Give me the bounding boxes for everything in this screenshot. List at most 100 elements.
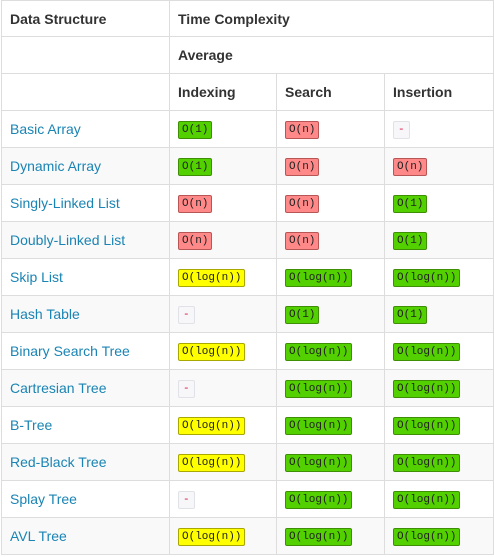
data-structure-link[interactable]: Red-Black Tree	[10, 454, 107, 470]
data-structure-cell: Binary Search Tree	[1, 332, 170, 370]
indexing-cell: O(n)	[169, 221, 277, 259]
complexity-badge: O(1)	[393, 232, 428, 250]
complexity-badge: O(log(n))	[393, 491, 461, 509]
complexity-badge: O(log(n))	[393, 454, 461, 472]
table-header: Data Structure Time Complexity Average I…	[1, 0, 494, 111]
complexity-badge: O(log(n))	[178, 343, 246, 361]
indexing-cell: O(log(n))	[169, 332, 277, 370]
complexity-badge: O(log(n))	[285, 269, 353, 287]
indexing-cell: O(log(n))	[169, 406, 277, 444]
search-cell: O(log(n))	[276, 443, 385, 481]
search-cell: O(log(n))	[276, 406, 385, 444]
insertion-cell: O(log(n))	[383, 480, 494, 518]
insertion-cell: O(1)	[383, 184, 494, 222]
data-structure-cell: Hash Table	[1, 295, 170, 333]
data-structure-cell: AVL Tree	[1, 517, 170, 555]
data-structure-link[interactable]: Cartresian Tree	[10, 380, 107, 396]
table-row: Hash Table - O(1) O(1)	[1, 295, 494, 333]
complexity-badge: O(n)	[178, 232, 213, 250]
search-cell: O(n)	[276, 221, 385, 259]
complexity-badge: O(1)	[393, 306, 428, 324]
header-average: Average	[168, 36, 494, 74]
data-structure-link[interactable]: Doubly-Linked List	[10, 232, 126, 248]
header-average-row: Average	[1, 36, 494, 74]
search-cell: O(log(n))	[276, 369, 385, 407]
complexity-badge: O(log(n))	[178, 417, 246, 435]
header-time-complexity: Time Complexity	[168, 0, 494, 37]
data-structure-link[interactable]: Binary Search Tree	[10, 343, 130, 359]
data-structure-link[interactable]: AVL Tree	[10, 528, 67, 544]
complexity-badge: O(log(n))	[285, 343, 353, 361]
table-row: Splay Tree - O(log(n)) O(log(n))	[1, 480, 494, 518]
table-row: Dynamic Array O(1) O(n) O(n)	[1, 147, 494, 185]
data-structure-link[interactable]: Skip List	[10, 269, 63, 285]
insertion-cell: O(1)	[383, 221, 494, 259]
data-structure-cell: Red-Black Tree	[1, 443, 170, 481]
data-structure-cell: Cartresian Tree	[1, 369, 170, 407]
table-row: Binary Search Tree O(log(n)) O(log(n)) O(lo…	[1, 332, 494, 370]
insertion-cell: O(log(n))	[383, 406, 494, 444]
complexity-badge: O(n)	[285, 121, 320, 139]
complexity-badge: O(log(n))	[285, 528, 353, 546]
data-structure-link[interactable]: Basic Array	[10, 121, 81, 137]
insertion-cell: O(log(n))	[383, 258, 494, 296]
table-row: Cartresian Tree - O(log(n)) O(log(n))	[1, 369, 494, 407]
search-cell: O(log(n))	[276, 258, 385, 296]
data-structure-link[interactable]: Singly-Linked List	[10, 195, 120, 211]
data-structure-link[interactable]: Dynamic Array	[10, 158, 102, 174]
complexity-badge: O(n)	[393, 158, 428, 176]
search-cell: O(1)	[276, 295, 385, 333]
indexing-cell: -	[169, 369, 277, 407]
header-data-structure: Data Structure	[1, 0, 170, 37]
search-cell: O(log(n))	[276, 332, 385, 370]
table-row: AVL Tree O(log(n)) O(log(n)) O(log(n))	[1, 517, 494, 555]
indexing-cell: O(1)	[169, 110, 277, 148]
complexity-badge: -	[178, 491, 195, 509]
header-operations-row: Indexing Search Insertion	[1, 73, 494, 111]
header-empty-cell	[1, 36, 170, 74]
complexity-badge: O(n)	[178, 195, 213, 213]
data-structure-cell: Doubly-Linked List	[1, 221, 170, 259]
data-structure-link[interactable]: Hash Table	[10, 306, 80, 322]
complexity-badge: O(log(n))	[393, 380, 461, 398]
complexity-badge: O(log(n))	[178, 454, 246, 472]
search-cell: O(log(n))	[276, 480, 385, 518]
search-cell: O(n)	[276, 147, 385, 185]
header-search: Search	[276, 73, 385, 111]
complexity-badge: O(1)	[393, 195, 428, 213]
complexity-badge: O(log(n))	[393, 528, 461, 546]
indexing-cell: O(log(n))	[169, 517, 277, 555]
header-indexing: Indexing	[169, 73, 277, 111]
complexity-badge: O(log(n))	[393, 417, 461, 435]
insertion-cell: -	[383, 110, 494, 148]
complexity-badge: O(n)	[285, 158, 320, 176]
header-empty-cell	[1, 73, 170, 111]
search-cell: O(n)	[276, 110, 385, 148]
table-row: B-Tree O(log(n)) O(log(n)) O(log(n))	[1, 406, 494, 444]
complexity-badge: O(1)	[178, 158, 213, 176]
complexity-badge: O(log(n))	[285, 380, 353, 398]
data-structure-link[interactable]: B-Tree	[10, 417, 53, 433]
data-structure-cell: Skip List	[1, 258, 170, 296]
indexing-cell: -	[169, 295, 277, 333]
data-structure-cell: B-Tree	[1, 406, 170, 444]
indexing-cell: O(log(n))	[169, 443, 277, 481]
complexity-badge: O(log(n))	[178, 528, 246, 546]
header-row: Data Structure Time Complexity	[1, 0, 494, 37]
complexity-badge: O(1)	[285, 306, 320, 324]
complexity-badge: O(1)	[178, 121, 213, 139]
insertion-cell: O(log(n))	[383, 443, 494, 481]
table-body: Basic Array O(1) O(n) - Dynamic Array O(1) O(n…	[1, 110, 494, 555]
insertion-cell: O(1)	[383, 295, 494, 333]
complexity-badge: O(log(n))	[285, 491, 353, 509]
indexing-cell: O(log(n))	[169, 258, 277, 296]
table-row: Skip List O(log(n)) O(log(n)) O(log(n))	[1, 258, 494, 296]
complexity-badge: O(log(n))	[178, 269, 246, 287]
data-structure-cell: Dynamic Array	[1, 147, 170, 185]
indexing-cell: O(1)	[169, 147, 277, 185]
complexity-badge: O(log(n))	[285, 454, 353, 472]
indexing-cell: -	[169, 480, 277, 518]
data-structure-cell: Singly-Linked List	[1, 184, 170, 222]
complexity-badge: O(n)	[285, 232, 320, 250]
data-structure-link[interactable]: Splay Tree	[10, 491, 77, 507]
